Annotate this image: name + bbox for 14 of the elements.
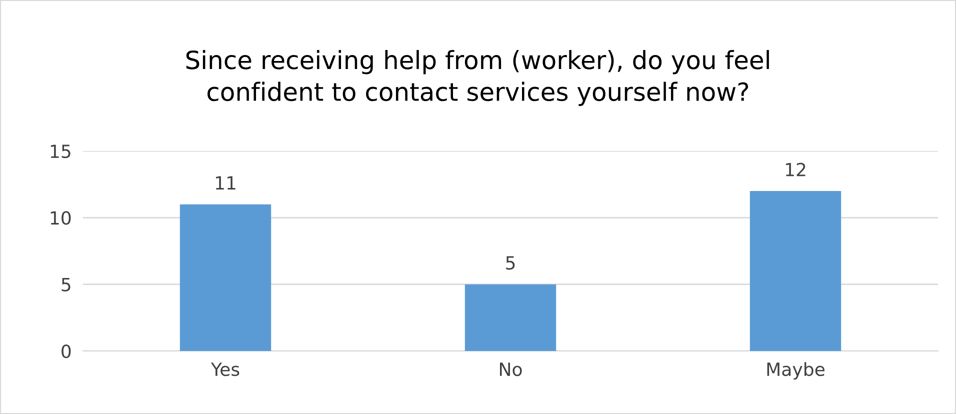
- bar: [180, 204, 272, 351]
- data-label: 5: [506, 256, 515, 270]
- data-label: 12: [786, 162, 806, 176]
- x-tick-label: Yes: [210, 362, 240, 376]
- chart-title: Since receiving help from (worker), do you feel confident to contact services yourself now?: [186, 50, 769, 106]
- x-tick-label: No: [500, 362, 522, 376]
- y-tick-label: 15: [50, 144, 70, 158]
- bar: [464, 284, 556, 351]
- y-tick-label: 5: [62, 278, 70, 292]
- data-label: 11: [216, 176, 236, 190]
- bar: [750, 191, 842, 351]
- y-tick-label: 10: [50, 211, 71, 225]
- x-tick-label: Maybe: [767, 362, 824, 380]
- y-tick-label: 0: [62, 344, 71, 358]
